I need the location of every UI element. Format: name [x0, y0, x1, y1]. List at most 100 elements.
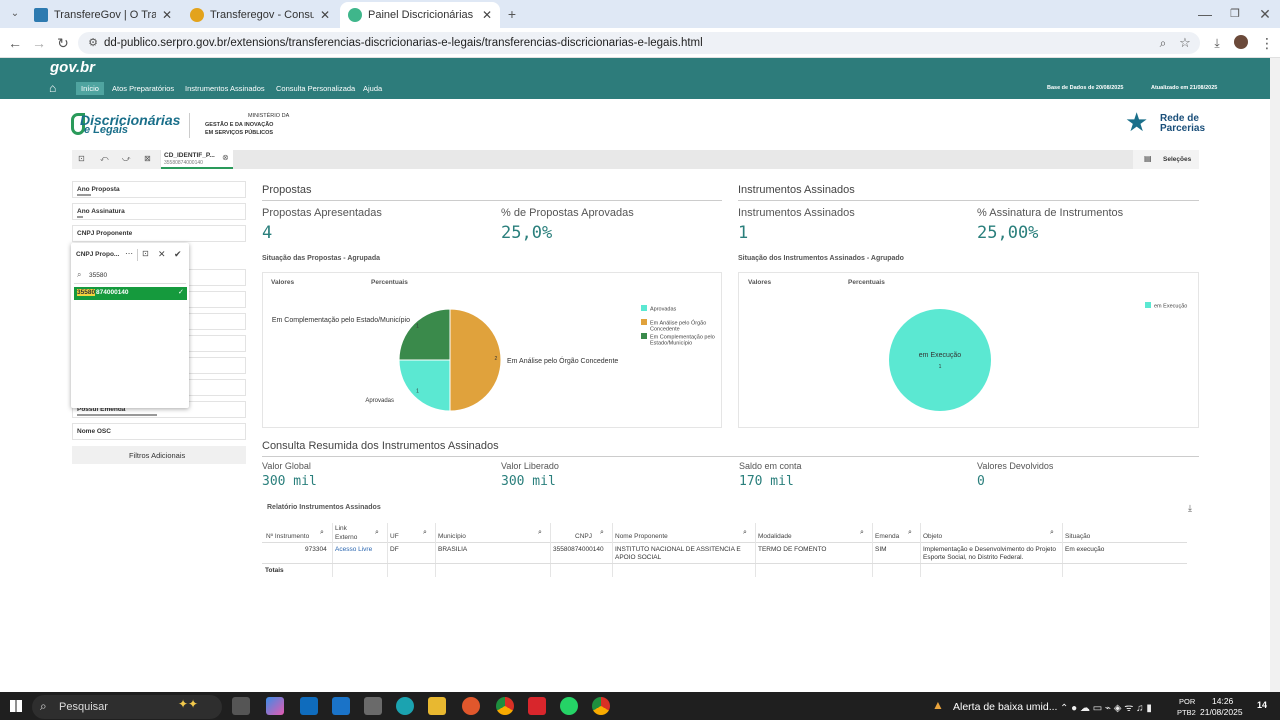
- page-scrollbar[interactable]: [1270, 58, 1280, 692]
- nav-inicio[interactable]: Início: [76, 82, 104, 95]
- address-bar[interactable]: [78, 32, 1200, 54]
- close-window-icon[interactable]: ✕: [1259, 6, 1271, 22]
- chip-close-icon[interactable]: ⊗: [222, 153, 229, 162]
- search-icon[interactable]: ⌕: [423, 529, 427, 536]
- zoom-icon[interactable]: ⌕: [1159, 36, 1167, 50]
- search-input[interactable]: 35580: [89, 272, 108, 279]
- notification-badge[interactable]: 14: [1257, 700, 1268, 710]
- pie-slice[interactable]: [398, 359, 451, 412]
- propostas-pie[interactable]: 2 Em Análise pelo Órgão Concedente 1 Aprova…: [262, 288, 722, 428]
- back-icon[interactable]: ←: [8, 35, 22, 51]
- chrome-profile-icon[interactable]: [592, 697, 610, 715]
- tab-valores[interactable]: Valores: [748, 279, 772, 286]
- edge-icon[interactable]: [396, 697, 414, 715]
- tab-painel[interactable]: Painel Discricionárias ✕: [340, 2, 500, 28]
- instrumentos-pie[interactable]: em Execução 1 em Execução: [738, 288, 1199, 428]
- more-icon[interactable]: ⋯: [125, 249, 133, 258]
- taskbar-search-box[interactable]: [32, 695, 222, 719]
- wps-icon[interactable]: [528, 697, 546, 715]
- kpi-instrumentos-value[interactable]: 1: [738, 223, 749, 243]
- outlook-icon[interactable]: [300, 697, 318, 715]
- search-icon[interactable]: ⌕: [600, 529, 604, 536]
- file-explorer-icon[interactable]: [428, 697, 446, 715]
- th-instrumento[interactable]: Nº Instrumento: [266, 533, 310, 540]
- td-link[interactable]: Acesso Livre: [335, 546, 373, 553]
- search-icon[interactable]: ⌕: [375, 529, 379, 536]
- govbr-logo[interactable]: gov.br: [50, 59, 96, 76]
- whatsapp-icon[interactable]: [560, 697, 578, 715]
- th-emenda[interactable]: Emenda: [875, 533, 900, 540]
- tab-transferegov[interactable]: TransfereGov | O TransfereGov ✕: [26, 2, 180, 28]
- nav-instrumentos[interactable]: Instrumentos Assinados: [185, 84, 265, 93]
- firefox-icon[interactable]: [462, 697, 480, 715]
- zoom-selection-icon[interactable]: ⊡: [78, 154, 85, 163]
- legend-entry[interactable]: em Execução: [1154, 304, 1187, 310]
- selected-list-item[interactable]: [74, 287, 187, 300]
- forward-icon[interactable]: →: [32, 35, 46, 51]
- valor-global-value[interactable]: 300 mil: [262, 474, 317, 489]
- filter-cnpj-proponente[interactable]: CNPJ Proponente: [72, 225, 246, 242]
- search-icon[interactable]: ⌕: [743, 529, 747, 536]
- close-icon[interactable]: ✕: [319, 8, 330, 22]
- bookmark-star-icon[interactable]: ☆: [1179, 35, 1191, 50]
- step-forward-icon[interactable]: ⤻: [122, 154, 131, 163]
- close-icon[interactable]: ✕: [161, 8, 172, 22]
- search-icon[interactable]: ⌕: [320, 529, 324, 536]
- valores-devolvidos-value[interactable]: 0: [977, 474, 985, 489]
- kpi-assinatura-value[interactable]: 25,00%: [977, 223, 1039, 243]
- popup-search-box[interactable]: [74, 268, 186, 284]
- copilot-icon[interactable]: [266, 697, 284, 715]
- reload-icon[interactable]: ↻: [57, 35, 69, 51]
- profile-avatar[interactable]: [1234, 35, 1248, 49]
- selection-chip[interactable]: [161, 150, 233, 169]
- th-modalidade[interactable]: Modalidade: [758, 533, 792, 540]
- calculator-icon[interactable]: [364, 697, 382, 715]
- th-municipio[interactable]: Município: [438, 533, 466, 540]
- menu-dots-icon[interactable]: ⋮: [1260, 35, 1274, 51]
- tray-icons[interactable]: ⌃ ● ☁ ▭ ⌁ ◈ ᯤ ♫ ▮: [1060, 703, 1152, 714]
- th-proponente[interactable]: Nome Proponente: [615, 533, 668, 540]
- kpi-aprovadas-value[interactable]: 25,0%: [501, 223, 553, 243]
- clock-date[interactable]: 21/08/2025: [1200, 707, 1243, 717]
- restore-icon[interactable]: ❐: [1230, 8, 1240, 20]
- tab-search-icon[interactable]: ⌄: [10, 8, 20, 19]
- cancel-icon[interactable]: ✕: [158, 249, 166, 259]
- alert-text[interactable]: Alerta de baixa umid...: [953, 701, 1058, 713]
- filtros-adicionais-button[interactable]: [72, 446, 246, 464]
- filter-ano-proposta[interactable]: Ano Proposta: [72, 181, 246, 198]
- nav-ajuda[interactable]: Ajuda: [363, 84, 383, 93]
- selections-button[interactable]: [1133, 150, 1199, 169]
- th-cnpj[interactable]: CNPJ: [575, 533, 592, 540]
- th-link[interactable]: Link Externo: [335, 525, 358, 541]
- search-icon[interactable]: ⌕: [908, 529, 912, 536]
- pie-slice[interactable]: [449, 308, 502, 412]
- site-info-icon[interactable]: ⚙: [88, 37, 98, 49]
- minimize-icon[interactable]: —: [1198, 6, 1212, 22]
- legend-entry[interactable]: Em Complementação pelo Estado/Município: [650, 335, 715, 347]
- legend-entry[interactable]: Em Análise pelo Órgão Concedente: [650, 320, 706, 333]
- search-icon[interactable]: ⌕: [538, 529, 542, 536]
- clear-selections-icon[interactable]: ⊠: [144, 154, 151, 163]
- search-icon[interactable]: ⌕: [860, 529, 864, 536]
- kpi-propostas-value[interactable]: 4: [262, 223, 273, 243]
- home-icon[interactable]: ⌂: [49, 81, 57, 95]
- search-icon[interactable]: ⌕: [1050, 529, 1054, 536]
- close-icon[interactable]: ✕: [481, 8, 492, 22]
- th-uf[interactable]: UF: [390, 533, 399, 540]
- valor-liberado-value[interactable]: 300 mil: [501, 474, 556, 489]
- search-selection-icon[interactable]: ⊡: [142, 249, 149, 258]
- download-icon[interactable]: ⤓: [1214, 36, 1220, 50]
- legend-entry[interactable]: Aprovadas: [650, 307, 677, 313]
- clock-time[interactable]: 14:26: [1212, 696, 1234, 706]
- pie-slice[interactable]: [889, 309, 991, 411]
- lang-2[interactable]: PTB2: [1177, 708, 1196, 717]
- nav-consulta[interactable]: Consulta Personalizada: [276, 84, 356, 93]
- nav-atos[interactable]: Atos Preparatórios: [112, 84, 175, 93]
- tab-percentuais[interactable]: Percentuais: [848, 279, 885, 286]
- step-back-icon[interactable]: ⤺: [100, 154, 109, 163]
- windows-start-icon[interactable]: [10, 700, 22, 712]
- tab-valores[interactable]: Valores: [271, 279, 295, 286]
- filter-ano-assinatura[interactable]: Ano Assinatura: [72, 203, 246, 220]
- chrome-icon[interactable]: [496, 697, 514, 715]
- tab-consultar[interactable]: Transferegov - Consultar Propo ✕: [182, 2, 338, 28]
